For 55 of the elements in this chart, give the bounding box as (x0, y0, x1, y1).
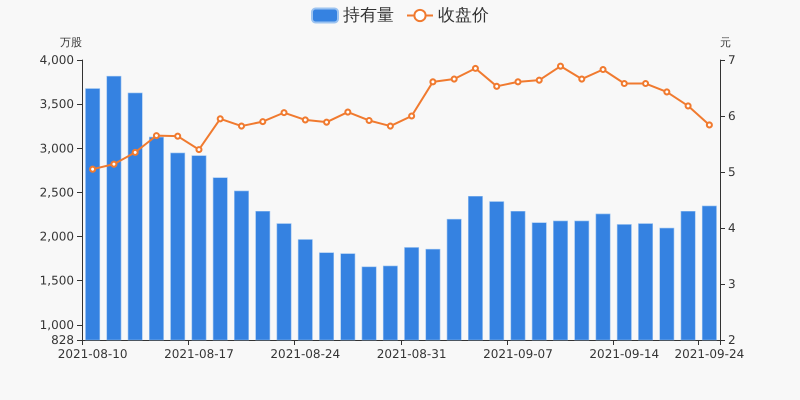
point (684, 102, 692, 110)
y-tick-label: 3,000 (40, 141, 74, 156)
x-tick-label: 2021-09-14 (589, 347, 660, 361)
point (663, 88, 670, 96)
point (408, 112, 416, 120)
point (450, 76, 458, 83)
y-tick-label: 4,000 (40, 53, 74, 67)
point (600, 66, 607, 74)
point (195, 146, 202, 154)
y-tick-label: 2,000 (40, 230, 74, 244)
y-tick-label: 1,500 (40, 274, 74, 288)
point (302, 116, 309, 124)
y-axis-title: 万股 (60, 36, 82, 49)
point (536, 76, 543, 84)
y-tick-label: 2,500 (40, 185, 74, 200)
point (366, 116, 373, 124)
point (259, 118, 266, 126)
point (429, 78, 436, 86)
point (642, 80, 650, 88)
y-tick-label: 1,000 (40, 318, 74, 332)
point (344, 108, 352, 116)
y-tick-label: 828 (51, 333, 74, 347)
y-tick-label: 3,500 (40, 97, 74, 112)
point (620, 80, 628, 88)
point (323, 118, 330, 126)
point (110, 160, 118, 168)
x-tick-label: 2021-09-24 (674, 347, 744, 361)
point (132, 148, 139, 156)
x-tick-label: 2021-08-17 (164, 347, 234, 361)
legend-label: 持有量 (343, 6, 394, 26)
y2-tick-label: 5 (728, 165, 736, 179)
point (238, 122, 245, 130)
point (216, 115, 224, 122)
point (493, 82, 500, 90)
point (174, 132, 182, 140)
x-tick-label: 2021-08-10 (58, 347, 128, 361)
point (89, 166, 96, 173)
legend-label: 收盘价 (438, 6, 489, 26)
point (706, 121, 713, 128)
y2-tick-label: 7 (728, 53, 736, 67)
x-tick-label: 2021-09-07 (483, 347, 553, 361)
y2-tick-label: 3 (728, 277, 736, 291)
point (578, 76, 586, 83)
y2-tick-label: 6 (728, 109, 736, 123)
point (472, 64, 479, 72)
y2-tick-label: 4 (728, 221, 736, 235)
point (386, 122, 394, 130)
y2-tick-label: 2 (728, 333, 736, 347)
point (152, 132, 160, 140)
point (514, 78, 522, 86)
point (557, 62, 564, 70)
y2-axis-title: 元 (720, 36, 731, 49)
x-tick-label: 2021-08-24 (270, 347, 340, 361)
point (280, 109, 288, 116)
x-tick-label: 2021-08-31 (376, 347, 447, 361)
